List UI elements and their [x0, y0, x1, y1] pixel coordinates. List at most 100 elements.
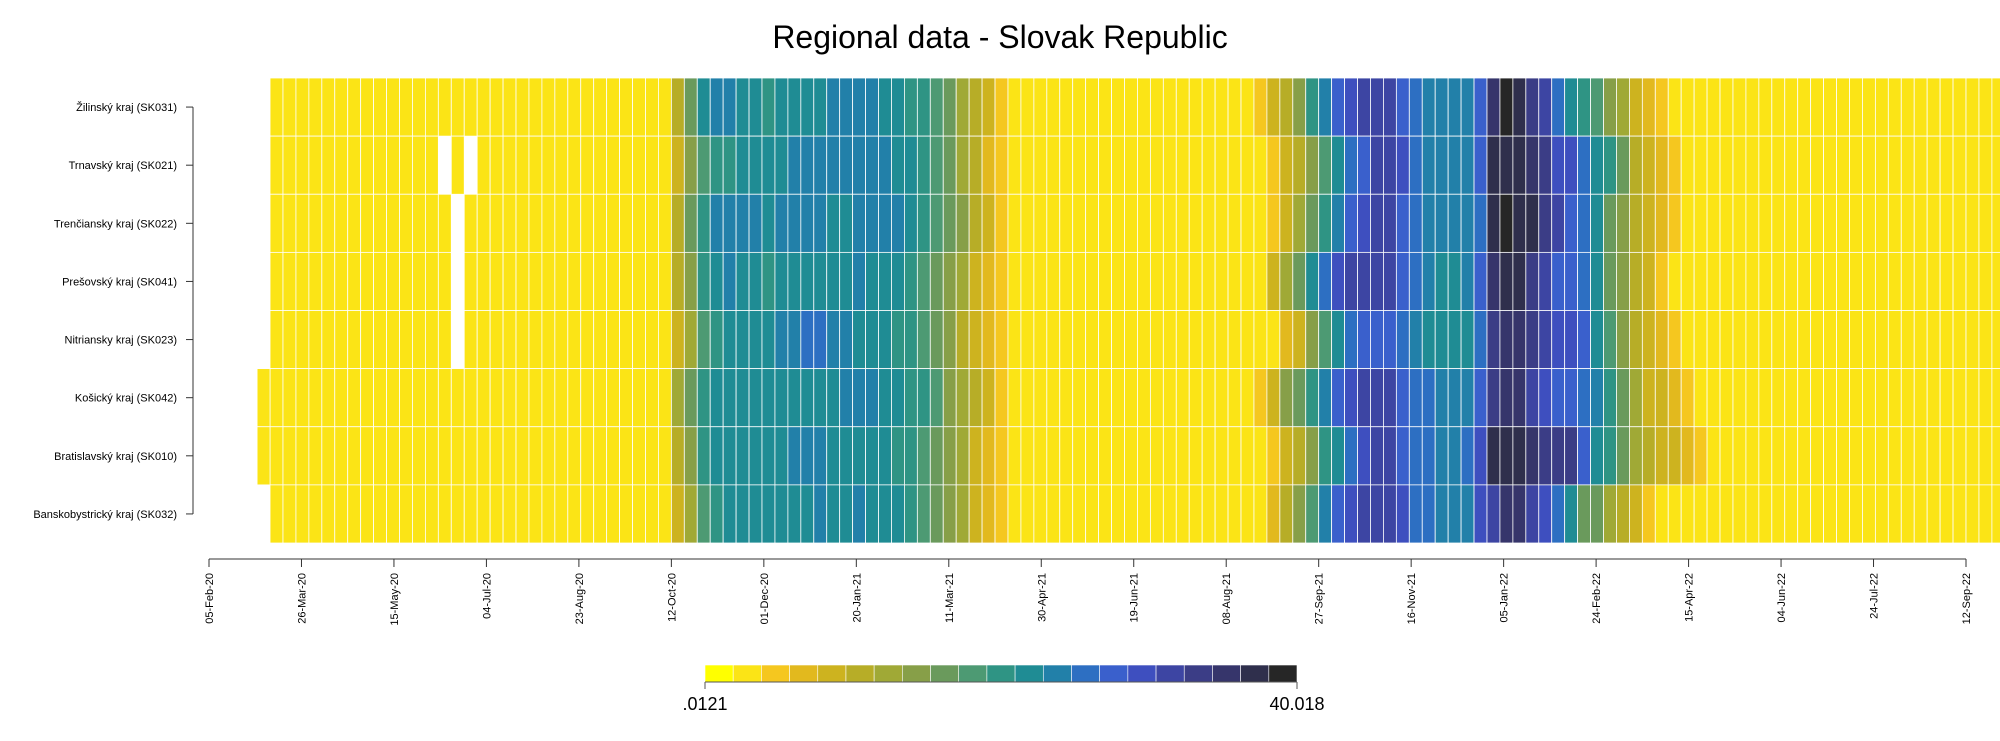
- heatmap-cell: [1654, 135, 1669, 195]
- heatmap-cell: [800, 77, 815, 137]
- heatmap-cell: [334, 368, 349, 428]
- heatmap-cell: [1098, 426, 1112, 486]
- heatmap-cell: [916, 368, 931, 428]
- heatmap-cell: [1900, 135, 1915, 195]
- heatmap-cell: [1797, 310, 1812, 370]
- heatmap-cell: [424, 193, 439, 253]
- heatmap-cell: [1162, 426, 1177, 486]
- x-tick-label: 24-Jul-22: [1869, 573, 1881, 619]
- heatmap-cell: [1706, 310, 1721, 370]
- heatmap-cell: [360, 484, 375, 544]
- heatmap-cell: [1874, 368, 1889, 428]
- heatmap-cell: [1538, 77, 1553, 137]
- heatmap-cell: [852, 77, 866, 137]
- heatmap-cell: [709, 135, 724, 195]
- heatmap-cell: [800, 193, 815, 253]
- heatmap-cell: [878, 310, 892, 370]
- heatmap-cell: [1797, 484, 1812, 544]
- heatmap-cell: [567, 426, 582, 486]
- heatmap-cell: [1732, 484, 1747, 544]
- heatmap-cell: [1745, 251, 1760, 311]
- heatmap-cell: [295, 77, 310, 137]
- heatmap-cell: [878, 484, 892, 544]
- heatmap-cell: [619, 77, 633, 137]
- heatmap-cell: [1486, 426, 1501, 486]
- heatmap-cell: [1952, 135, 1967, 195]
- heatmap-cell: [709, 251, 724, 311]
- heatmap-cell: [1473, 484, 1488, 544]
- heatmap-cell: [1072, 251, 1087, 311]
- heatmap-cell: [1020, 426, 1035, 486]
- heatmap-cell: [735, 193, 750, 253]
- heatmap-cell: [1771, 135, 1786, 195]
- heatmap-cell: [619, 368, 633, 428]
- heatmap-cell: [1719, 310, 1734, 370]
- heatmap-cell: [942, 310, 957, 370]
- heatmap-cell: [1590, 193, 1604, 253]
- heatmap-cell: [1408, 135, 1423, 195]
- heatmap-cell: [1253, 368, 1268, 428]
- y-axis: Žilinský kraj (SK031) Trnavský kraj (SK02…: [33, 101, 194, 521]
- heatmap-cell: [554, 484, 569, 544]
- heatmap-cell: [1279, 193, 1294, 253]
- legend-swatch: [789, 664, 819, 683]
- heatmap-cell: [722, 484, 737, 544]
- heatmap-cell: [1784, 251, 1799, 311]
- heatmap-cell: [1370, 193, 1384, 253]
- heatmap-cell: [1421, 426, 1436, 486]
- heatmap-cell: [1046, 426, 1061, 486]
- heatmap-cell: [1862, 193, 1876, 253]
- heatmap-cell: [528, 484, 543, 544]
- heatmap-cell: [1305, 426, 1320, 486]
- heatmap-cell: [1331, 251, 1345, 311]
- heatmap-cell: [606, 135, 620, 195]
- heatmap-cell: [424, 368, 439, 428]
- heatmap-cell: [658, 426, 672, 486]
- heatmap-cell: [1719, 484, 1734, 544]
- heatmap-cell: [1383, 310, 1397, 370]
- heatmap-cell: [1357, 368, 1371, 428]
- heatmap-cell: [282, 135, 297, 195]
- heatmap-cell: [1913, 193, 1928, 253]
- heatmap-cell: [1900, 193, 1915, 253]
- heatmap-cell: [904, 484, 918, 544]
- heatmap-cell: [1680, 251, 1695, 311]
- heatmap-cell: [1007, 368, 1022, 428]
- heatmap-cell: [1745, 193, 1760, 253]
- heatmap-cell: [787, 135, 802, 195]
- heatmap-cell: [696, 193, 711, 253]
- heatmap-cell: [1693, 77, 1708, 137]
- heatmap-cell: [1240, 77, 1255, 137]
- heatmap-cell: [606, 310, 620, 370]
- heatmap-cell: [645, 193, 659, 253]
- heatmap-cell: [412, 77, 426, 137]
- x-tick-label: 15-Apr-22: [1684, 573, 1696, 622]
- heatmap-cell: [1408, 310, 1423, 370]
- heatmap-cell: [1978, 426, 1993, 486]
- heatmap-cell: [1810, 251, 1824, 311]
- heatmap-cell: [1175, 77, 1190, 137]
- heatmap-cell: [515, 426, 530, 486]
- heatmap-cell: [1395, 77, 1410, 137]
- heatmap-cell: [1603, 484, 1617, 544]
- heatmap-cell: [722, 193, 737, 253]
- heatmap-cell: [670, 77, 685, 137]
- heatmap-cell: [1020, 484, 1035, 544]
- heatmap-cell: [1836, 426, 1850, 486]
- heatmap-cell: [1978, 484, 1993, 544]
- heatmap-cell: [1771, 77, 1786, 137]
- heatmap-cell: [1486, 310, 1501, 370]
- heatmap-cell: [1641, 310, 1656, 370]
- heatmap-cell: [1266, 193, 1281, 253]
- heatmap-cell: [1214, 77, 1229, 137]
- heatmap-cell: [994, 193, 1009, 253]
- heatmap-cell: [683, 426, 698, 486]
- heatmap-cell: [1732, 77, 1747, 137]
- heatmap-cell: [554, 193, 569, 253]
- heatmap-cell: [256, 368, 271, 428]
- heatmap-cell: [1357, 251, 1371, 311]
- heatmap-cell: [1603, 251, 1617, 311]
- heatmap-cell: [1020, 310, 1035, 370]
- heatmap-cell: [489, 484, 504, 544]
- heatmap-cell: [891, 484, 905, 544]
